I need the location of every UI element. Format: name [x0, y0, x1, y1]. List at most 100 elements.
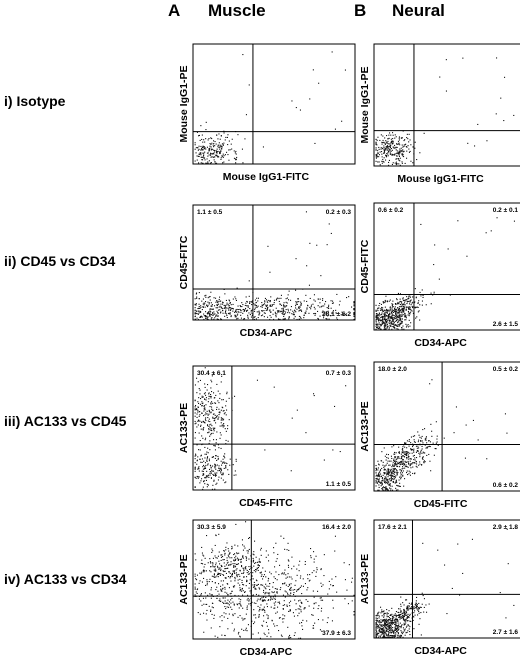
event-dot — [388, 617, 390, 619]
event-dot — [194, 315, 196, 317]
event-dot — [334, 535, 336, 537]
event-dot — [328, 588, 330, 590]
event-dot — [385, 328, 387, 330]
event-dot — [205, 603, 207, 605]
event-dot — [377, 632, 379, 634]
event-dot — [422, 442, 424, 444]
event-dot — [397, 626, 399, 628]
event-dot — [380, 629, 382, 631]
event-dot — [217, 318, 219, 320]
event-dot — [271, 619, 273, 621]
event-dot — [218, 298, 220, 300]
event-dot — [224, 568, 226, 570]
event-dot — [200, 455, 202, 457]
x-axis-label: Mouse IgG1-FITC — [397, 173, 484, 185]
event-dot — [408, 628, 410, 630]
event-dot — [204, 421, 206, 423]
event-dot — [399, 157, 401, 159]
event-dot — [504, 76, 506, 78]
event-dot — [215, 570, 217, 572]
event-dot — [275, 571, 277, 573]
event-dot — [396, 630, 398, 632]
event-dot — [397, 301, 399, 303]
event-dot — [304, 312, 306, 314]
event-dot — [390, 625, 392, 627]
event-dot — [217, 565, 219, 567]
event-dot — [326, 318, 328, 320]
event-dot — [344, 598, 346, 600]
event-dot — [399, 485, 401, 487]
event-dot — [395, 452, 397, 454]
event-dot — [300, 606, 302, 608]
event-dot — [294, 309, 296, 311]
event-dot — [387, 634, 389, 636]
event-dot — [261, 306, 263, 308]
event-dot — [200, 424, 202, 426]
event-dot — [451, 587, 453, 589]
event-dot — [194, 583, 196, 585]
event-dot — [312, 627, 314, 629]
event-dot — [204, 408, 206, 410]
event-dot — [387, 635, 389, 637]
event-dot — [394, 460, 396, 462]
event-dot — [388, 159, 390, 161]
event-dot — [218, 303, 220, 305]
event-dot — [401, 617, 403, 619]
event-dot — [416, 316, 418, 318]
event-dot — [315, 555, 317, 557]
event-dot — [382, 158, 384, 160]
event-dot — [396, 458, 398, 460]
event-dot — [222, 419, 224, 421]
event-dot — [400, 627, 402, 629]
event-dot — [400, 636, 402, 638]
event-dot — [375, 154, 377, 156]
event-dot — [323, 311, 325, 313]
event-dot — [292, 612, 294, 614]
event-dot — [218, 593, 220, 595]
event-dot — [410, 607, 412, 609]
event-dot — [274, 594, 276, 596]
event-dot — [388, 472, 390, 474]
event-dot — [397, 611, 399, 613]
event-dot — [386, 453, 388, 455]
event-dot — [392, 143, 394, 145]
event-dot — [382, 477, 384, 479]
event-dot — [415, 306, 417, 308]
event-dot — [396, 317, 398, 319]
event-dot — [206, 318, 208, 320]
event-dot — [287, 564, 289, 566]
event-dot — [384, 631, 386, 633]
event-dot — [305, 310, 307, 312]
event-dot — [196, 296, 198, 298]
event-dot — [273, 576, 275, 578]
event-dot — [319, 629, 321, 631]
event-dot — [413, 606, 415, 608]
event-dot — [380, 303, 382, 305]
event-dot — [399, 615, 401, 617]
event-dot — [200, 149, 202, 151]
event-dot — [388, 315, 390, 317]
event-dot — [226, 317, 228, 319]
event-dot — [422, 595, 424, 597]
event-dot — [389, 317, 391, 319]
event-dot — [274, 311, 276, 313]
event-dot — [397, 633, 399, 635]
event-dot — [394, 468, 396, 470]
event-dot — [212, 465, 214, 467]
event-dot — [405, 319, 407, 321]
event-dot — [385, 149, 387, 151]
event-dot — [220, 409, 222, 411]
event-dot — [406, 299, 408, 301]
event-dot — [402, 308, 404, 310]
event-dot — [386, 479, 388, 481]
event-dot — [286, 305, 288, 307]
event-dot — [387, 317, 389, 319]
event-dot — [225, 466, 227, 468]
event-dot — [199, 389, 201, 391]
event-dot — [242, 312, 244, 314]
event-dot — [383, 480, 385, 482]
event-dot — [283, 537, 285, 539]
event-dot — [266, 308, 268, 310]
event-dot — [307, 600, 309, 602]
